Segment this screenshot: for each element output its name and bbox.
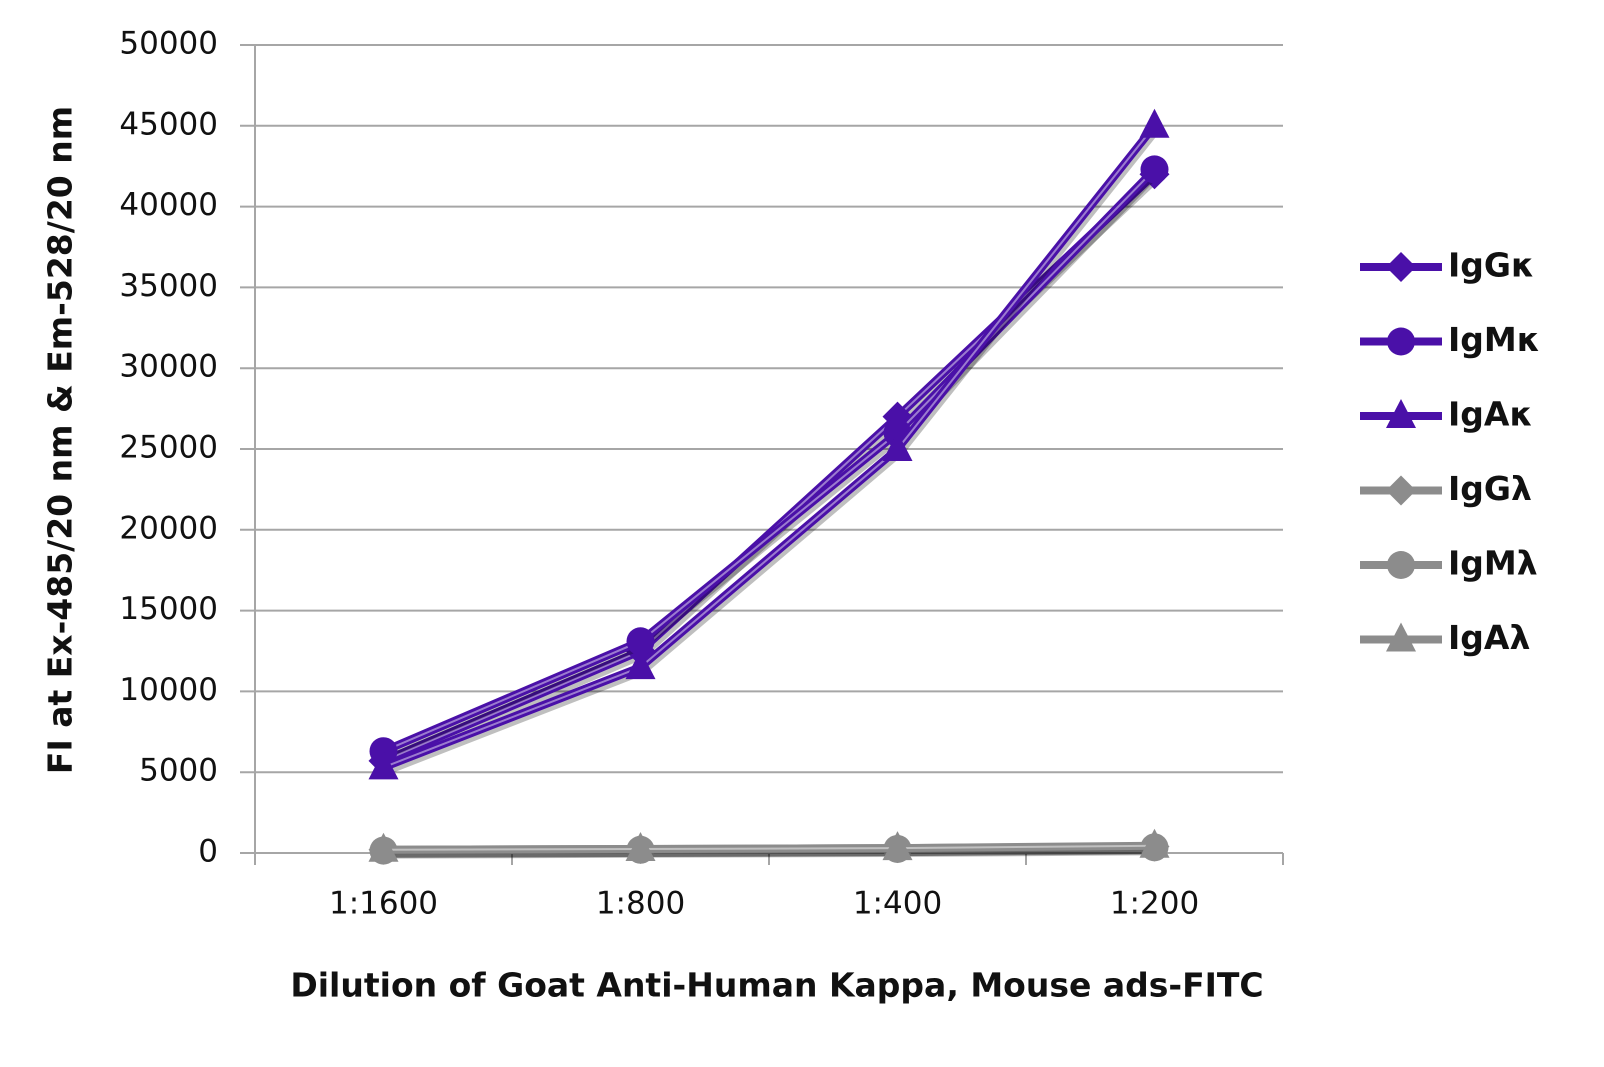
y-tick-label: 40000 <box>119 187 218 223</box>
x-tick-label: 1:400 <box>853 886 942 922</box>
series-highlight <box>383 173 1156 762</box>
marker <box>1386 399 1416 428</box>
series <box>368 828 1170 862</box>
y-tick-label: 5000 <box>139 753 218 789</box>
x-tick-label: 1:1600 <box>329 886 438 922</box>
y-tick-label: 10000 <box>119 672 218 708</box>
marker <box>1386 622 1416 652</box>
marker <box>626 627 655 656</box>
series-highlight <box>383 125 1156 769</box>
series <box>368 108 1170 780</box>
y-axis-label: FI at Ex-485/20 nm & Em-528/20 nm <box>41 106 80 774</box>
y-tick-label: 45000 <box>119 106 218 142</box>
x-axis-label: Dilution of Goat Anti-Human Kappa, Mouse… <box>290 966 1263 1005</box>
marker <box>368 750 399 780</box>
marker <box>1139 828 1170 858</box>
marker <box>1386 252 1416 282</box>
y-tick-label: 20000 <box>119 510 218 546</box>
marker <box>1386 475 1416 506</box>
legend-label: IgMκ <box>1448 320 1540 359</box>
legend-label: IgMλ <box>1448 544 1538 583</box>
series-line <box>382 123 1158 772</box>
marker <box>625 831 656 861</box>
x-tick-label: 1:800 <box>596 886 685 922</box>
marker <box>1139 108 1170 138</box>
legend-label: IgGκ <box>1448 246 1534 285</box>
y-tick-label: 50000 <box>119 26 218 62</box>
series-line <box>383 841 1155 854</box>
series-highlight <box>383 168 1156 753</box>
series-shadow <box>385 847 1157 859</box>
y-tick-label: 30000 <box>119 349 218 385</box>
y-tick-label: 35000 <box>119 268 218 304</box>
y-tick-label: 0 <box>198 834 218 870</box>
y-tick-label: 25000 <box>119 430 218 466</box>
series <box>369 155 1169 766</box>
series-shadow <box>385 845 1157 858</box>
series-shadow <box>383 170 1160 759</box>
y-tick-label: 15000 <box>119 591 218 627</box>
legend-label: IgGλ <box>1448 469 1532 508</box>
series-highlight <box>383 844 1155 851</box>
marker <box>882 831 913 861</box>
marker <box>625 650 656 680</box>
marker <box>1387 551 1415 579</box>
marker <box>1140 155 1169 184</box>
legend-label: IgAλ <box>1448 618 1530 657</box>
series-shadow <box>384 127 1160 776</box>
marker <box>882 432 913 461</box>
x-tick-label: 1:200 <box>1110 886 1199 922</box>
series-line <box>381 171 1158 765</box>
legend-label: IgAκ <box>1448 395 1533 434</box>
series-line <box>381 166 1158 755</box>
marker <box>368 832 399 862</box>
marker <box>1387 327 1415 356</box>
